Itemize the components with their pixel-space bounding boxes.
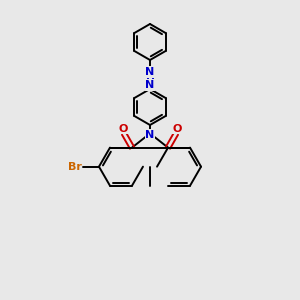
Text: N: N <box>146 80 154 90</box>
Text: N: N <box>146 130 154 140</box>
Text: O: O <box>172 124 182 134</box>
Text: Br: Br <box>68 162 82 172</box>
Text: O: O <box>118 124 128 134</box>
Text: N: N <box>146 67 154 77</box>
